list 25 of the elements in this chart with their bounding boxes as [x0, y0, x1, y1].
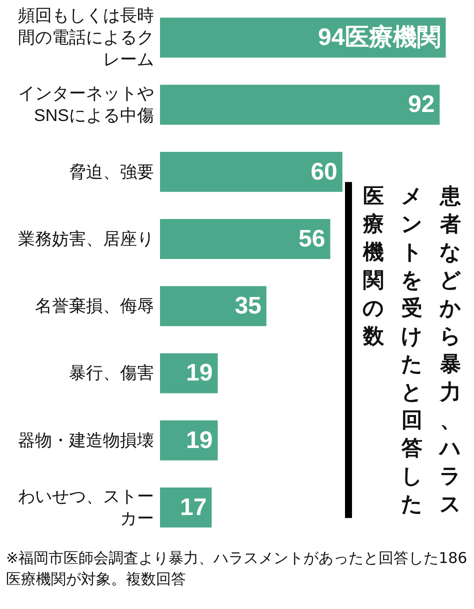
y-tick-label: 脅迫、強要 [69, 162, 154, 182]
y-tick-label: 名誉棄損、侮辱 [35, 296, 154, 316]
data-label: 19 [186, 426, 213, 454]
bar [160, 353, 218, 394]
y-tick-label: 暴行、傷害 [69, 364, 154, 383]
y-tick-label: 器物・建造物損壊 [18, 430, 154, 450]
bar [160, 420, 218, 460]
bar [160, 286, 266, 326]
bar [160, 84, 440, 125]
bar [160, 152, 342, 192]
y-tick-label: 頻回もしくは長時間の電話によるクレーム [18, 6, 154, 70]
y-tick-label: 業務妨害、居座り [18, 229, 154, 248]
y-tick-label: インターネットやSNSによる中傷 [18, 84, 154, 126]
y-tick-label: わいせつ、ストーカー [18, 486, 154, 528]
chart-title: 患者などから暴力、ハラスメントを受けたと回答した医療機関の数 [362, 184, 462, 516]
data-label: 17 [180, 494, 207, 521]
bar [160, 218, 330, 259]
data-label: 60 [310, 158, 338, 186]
data-label: 92 [408, 91, 435, 118]
bar [160, 487, 212, 528]
data-label: 19 [186, 360, 213, 387]
data-label: 35 [234, 292, 262, 320]
data-label: 94医療機関 [318, 24, 441, 52]
data-label: 56 [298, 225, 326, 252]
text: ※福岡市医師会調査より暴力、ハラスメントがあったと回答した186医療機関が対象。複数回答 [6, 548, 468, 590]
